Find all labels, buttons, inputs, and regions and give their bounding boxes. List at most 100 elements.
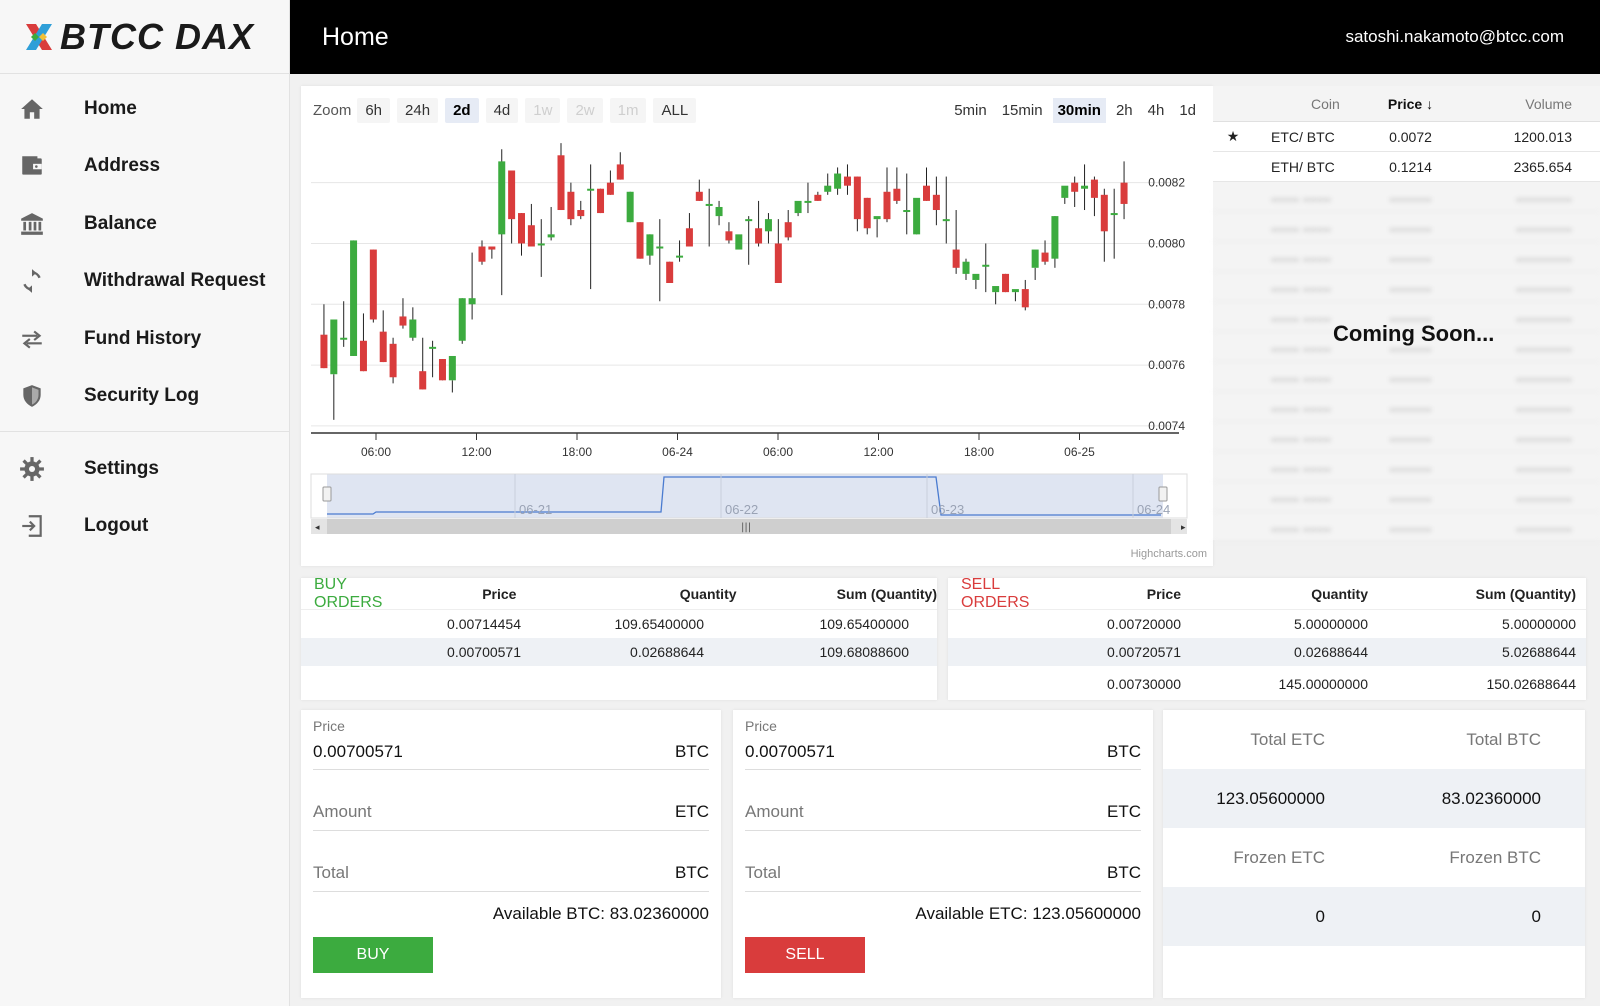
sell-total-placeholder[interactable]: Total bbox=[745, 863, 781, 882]
coin-column-header[interactable]: Coin bbox=[1311, 95, 1340, 112]
sidebar-item-security-log[interactable]: Security Log bbox=[0, 368, 289, 426]
interval-4h-button[interactable]: 4h bbox=[1147, 102, 1165, 119]
favorite-star-icon[interactable]: ★ bbox=[1226, 128, 1240, 144]
candle-down bbox=[685, 228, 693, 247]
candle-down bbox=[527, 225, 535, 247]
price-column-header[interactable]: Price ↓ bbox=[1387, 95, 1434, 112]
market-row[interactable]: ★ ETC/ BTC 0.0072 1200.013 bbox=[1213, 122, 1600, 152]
market-row[interactable]: ETH/ BTC 0.1214 2365.654 bbox=[1213, 152, 1600, 182]
candle-up bbox=[1031, 249, 1039, 268]
sidebar-item-balance[interactable]: Balance bbox=[0, 195, 289, 253]
order-quantity: 0.02688644 bbox=[1294, 644, 1368, 660]
candle-down bbox=[1090, 179, 1098, 198]
frozen-btc-label: Frozen BTC bbox=[1449, 847, 1541, 867]
brand-name: BTCC DAX bbox=[60, 15, 254, 57]
order-sum: 109.68088600 bbox=[819, 644, 909, 660]
candle-down bbox=[488, 246, 496, 250]
nav-footer: Settings Logout bbox=[0, 431, 289, 555]
buy-amount-field[interactable]: Amount ETC bbox=[313, 770, 709, 831]
candle-up bbox=[458, 298, 466, 341]
nav-main: Home Address Balance Withdrawal Request Fund… bbox=[0, 74, 289, 425]
sell-price-field[interactable]: 0.00700571 BTC bbox=[745, 734, 1141, 770]
sidebar-item-label: Security Log bbox=[84, 385, 200, 407]
order-row[interactable]: 0.00730000 145.00000000 150.02688644 bbox=[948, 670, 1586, 698]
candle-down bbox=[1041, 252, 1049, 262]
sell-button[interactable]: SELL bbox=[745, 937, 865, 973]
candle-up bbox=[705, 203, 713, 206]
sidebar-item-address[interactable]: Address bbox=[0, 138, 289, 196]
sell-price-unit: BTC bbox=[1107, 742, 1141, 761]
sidebar-item-settings[interactable]: Settings bbox=[0, 440, 289, 498]
coin-volume: 1200.013 bbox=[1513, 128, 1572, 145]
candle-down bbox=[577, 210, 585, 217]
buy-price-field[interactable]: 0.00700571 BTC bbox=[313, 734, 709, 770]
order-row[interactable]: 0.00720000 5.00000000 5.00000000 bbox=[948, 610, 1586, 638]
candlestick-chart[interactable]: 0.0082 0.0080 0.0078 0.0076 0.0074 06:00 12:00… bbox=[301, 130, 1213, 550]
sidebar-item-fund-history[interactable]: Fund History bbox=[0, 310, 289, 368]
buy-total-placeholder[interactable]: Total bbox=[313, 863, 349, 882]
order-quantity: 145.00000000 bbox=[1278, 676, 1368, 692]
interval-1d-button[interactable]: 1d bbox=[1179, 102, 1196, 119]
sell-total-field[interactable]: Total BTC bbox=[745, 831, 1141, 892]
market-row-placeholder: ▬▬ ▬▬ ▬▬▬ ▬▬▬▬ bbox=[1213, 362, 1600, 392]
zoom-2w-button: 2w bbox=[567, 98, 603, 123]
candle-up bbox=[982, 264, 990, 267]
logo[interactable]: BTCC DAX bbox=[0, 0, 289, 74]
volume-column-header[interactable]: Volume bbox=[1525, 95, 1572, 112]
zoom-24h-button[interactable]: 24h bbox=[397, 98, 439, 123]
candle-up bbox=[735, 234, 743, 250]
buy-amount-placeholder[interactable]: Amount bbox=[313, 802, 372, 821]
interval-15min-button[interactable]: 15min bbox=[1001, 102, 1043, 119]
candle-down bbox=[932, 194, 940, 211]
sidebar-item-label: Balance bbox=[84, 212, 157, 234]
zoom-6h-button[interactable]: 6h bbox=[357, 98, 391, 123]
order-row[interactable]: 0.00714454 109.65400000 109.65400000 bbox=[301, 610, 937, 638]
coin-pair: ETH/ BTC bbox=[1271, 158, 1335, 175]
candle-up bbox=[1081, 185, 1089, 189]
candle-down bbox=[883, 191, 891, 220]
order-row[interactable]: 0.00700571 0.02688644 109.68088600 bbox=[301, 638, 937, 666]
order-row[interactable]: 0.00720571 0.02688644 5.02688644 bbox=[948, 638, 1586, 666]
candle-down bbox=[567, 191, 575, 220]
order-sum: 150.02688644 bbox=[1486, 676, 1576, 692]
sidebar-item-logout[interactable]: Logout bbox=[0, 498, 289, 556]
coin-pair: ETC/ BTC bbox=[1271, 128, 1335, 145]
sidebar-item-withdrawal-request[interactable]: Withdrawal Request bbox=[0, 253, 289, 311]
scroll-left-arrow-icon: ◂ bbox=[315, 523, 320, 533]
sell-price-value[interactable]: 0.00700571 bbox=[745, 742, 835, 761]
sidebar-item-home[interactable]: Home bbox=[0, 80, 289, 138]
order-price: 0.00714454 bbox=[447, 616, 521, 632]
zoom-all-button[interactable]: ALL bbox=[653, 98, 697, 123]
user-email[interactable]: satoshi.nakamoto@btcc.com bbox=[1345, 27, 1564, 46]
candle-up bbox=[676, 255, 684, 258]
candle-down bbox=[518, 213, 525, 244]
zoom-4d-button[interactable]: 4d bbox=[485, 98, 519, 123]
candle-down bbox=[774, 243, 782, 283]
candle-down bbox=[438, 359, 446, 381]
interval-selector: 5min 15min 30min 2h 4h 1d bbox=[944, 98, 1201, 123]
interval-30min-button[interactable]: 30min bbox=[1052, 98, 1106, 123]
interval-2h-button[interactable]: 2h bbox=[1115, 102, 1133, 119]
candle-down bbox=[1100, 194, 1108, 232]
buy-total-field[interactable]: Total BTC bbox=[313, 831, 709, 892]
frozen-labels-row: Frozen ETC Frozen BTC bbox=[1163, 828, 1585, 887]
candle-down bbox=[399, 316, 407, 326]
price-header: Price bbox=[482, 585, 517, 602]
market-row-placeholder: ▬▬ ▬▬ ▬▬▬ ▬▬▬▬ bbox=[1213, 242, 1600, 272]
sell-amount-placeholder[interactable]: Amount bbox=[745, 802, 804, 821]
sell-amount-field[interactable]: Amount ETC bbox=[745, 770, 1141, 831]
balances-panel: Total ETC Total BTC 123.05600000 83.0236… bbox=[1163, 710, 1585, 998]
candle-down bbox=[755, 228, 763, 244]
interval-5min-button[interactable]: 5min bbox=[954, 102, 987, 119]
quantity-header: Quantity bbox=[679, 585, 737, 602]
chart-credits[interactable]: Highcharts.com bbox=[1130, 548, 1207, 560]
total-btc-value: 83.02360000 bbox=[1441, 788, 1541, 808]
zoom-2d-button[interactable]: 2d bbox=[445, 98, 479, 123]
order-price: 0.00730000 bbox=[1107, 676, 1181, 692]
candle-down bbox=[606, 182, 614, 195]
buy-price-value[interactable]: 0.00700571 bbox=[313, 742, 403, 761]
buy-button[interactable]: BUY bbox=[313, 937, 433, 973]
market-list: Coin Price ↓ Volume ★ ETC/ BTC 0.0072 1200.… bbox=[1213, 86, 1600, 542]
available-btc: Available BTC: 83.02360000 bbox=[492, 904, 709, 923]
y-tick-label: 0.0076 bbox=[1148, 358, 1185, 372]
